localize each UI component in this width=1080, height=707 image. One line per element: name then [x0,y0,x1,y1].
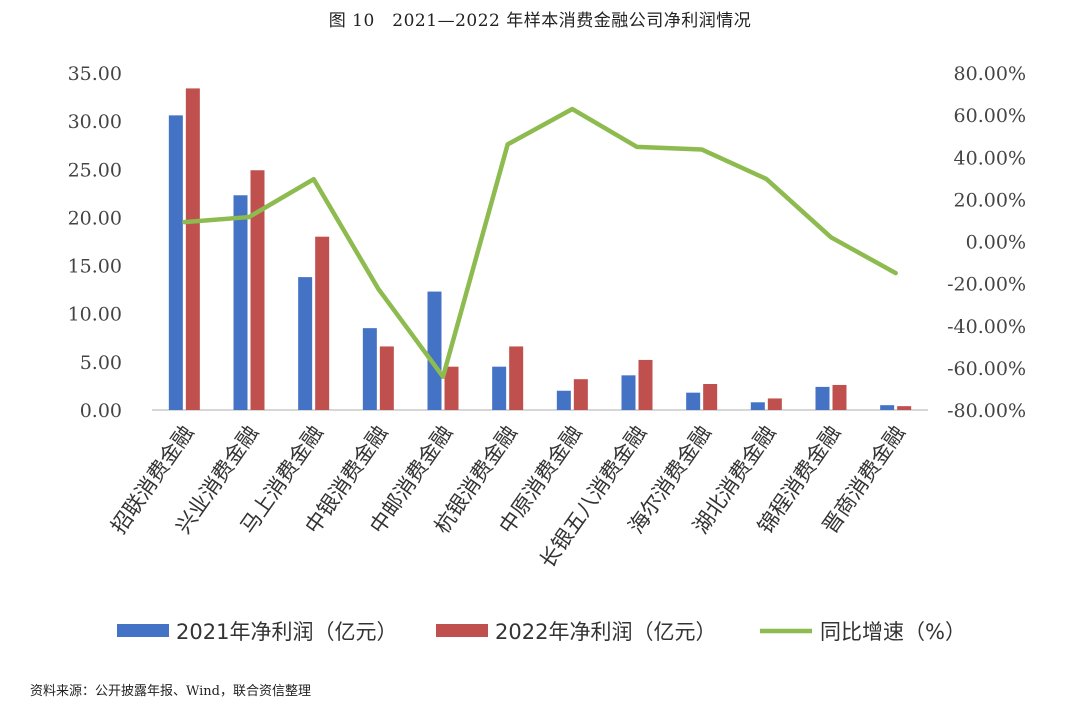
y-right-tick-label: -80.00% [947,400,1026,422]
bar-2021 [492,366,507,410]
bar-2022 [573,379,588,410]
y-left-tick-label: 5.00 [80,352,122,374]
bar-2021 [621,375,636,410]
bar-2021 [298,277,313,410]
bar-2021 [686,392,701,410]
legend-label-growth: 同比增速（%） [820,620,966,644]
source-note: 资料来源：公开披露年报、Wind，联合资信整理 [30,684,311,699]
bar-2022 [379,346,394,410]
bar-2022 [703,384,718,410]
bar-2022 [767,398,782,410]
bar-2022 [638,359,653,410]
y-right-tick-label: 0.00% [966,232,1026,254]
bar-2021 [880,405,895,410]
legend-label-2021: 2021年净利润（亿元） [176,620,397,644]
y-right-tick-label: 20.00% [954,189,1026,211]
bar-2022 [509,346,524,410]
y-left-tick-label: 25.00 [68,159,122,181]
legend-label-2022: 2022年净利润（亿元） [495,620,716,644]
y-left-tick-label: 10.00 [68,304,122,326]
y-right-tick-label: -60.00% [947,358,1026,380]
legend-swatch-2021 [117,624,169,637]
y-right-tick-label: -20.00% [947,274,1026,296]
bar-2022 [832,384,847,410]
y-left-tick-label: 15.00 [68,256,122,278]
y-left-tick-label: 30.00 [68,111,122,133]
bar-2021 [815,386,830,410]
bar-2021 [427,291,442,410]
bar-2021 [362,328,377,410]
legend-swatch-2022 [436,624,488,637]
bar-2021 [233,195,248,410]
bar-2022 [315,236,330,410]
bar-2022 [185,88,200,411]
y-left-tick-label: 35.00 [68,63,122,85]
bar-2022 [444,366,459,410]
bar-2021 [750,402,765,410]
y-right-tick-label: 60.00% [954,105,1026,127]
y-right-tick-label: 40.00% [954,147,1026,169]
bar-2022 [250,170,265,410]
y-left-tick-label: 0.00 [80,400,122,422]
bar-2021 [556,390,571,410]
y-left-tick-label: 20.00 [68,207,122,229]
y-right-tick-label: 80.00% [954,63,1026,85]
chart-title: 图 10 2021—2022 年样本消费金融公司净利润情况 [328,11,752,31]
bar-2021 [168,115,183,410]
growth-line [182,106,898,379]
bar-2022 [897,406,912,410]
y-right-tick-label: -40.00% [947,316,1026,338]
